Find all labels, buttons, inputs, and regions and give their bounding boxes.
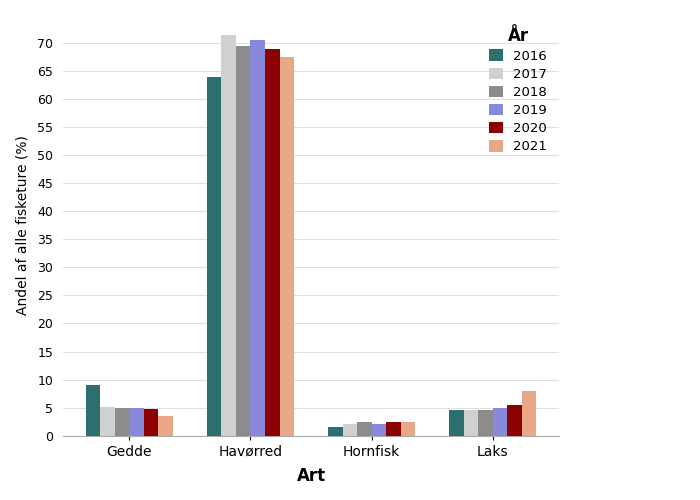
Bar: [221, 34, 236, 436]
Bar: [372, 424, 386, 436]
Bar: [115, 408, 130, 436]
Bar: [449, 410, 463, 436]
Bar: [386, 422, 400, 436]
X-axis label: Art: Art: [297, 467, 326, 485]
Bar: [493, 408, 507, 436]
Bar: [130, 408, 144, 436]
Bar: [478, 410, 493, 436]
Bar: [342, 424, 357, 436]
Bar: [357, 422, 372, 436]
Y-axis label: Andel af alle fisketure (%): Andel af alle fisketure (%): [15, 136, 29, 316]
Bar: [328, 427, 342, 436]
Bar: [279, 57, 294, 436]
Bar: [236, 46, 251, 436]
Bar: [206, 76, 221, 436]
Bar: [251, 40, 265, 436]
Bar: [158, 416, 173, 436]
Bar: [400, 422, 415, 436]
Legend: 2016, 2017, 2018, 2019, 2020, 2021: 2016, 2017, 2018, 2019, 2020, 2021: [484, 22, 552, 158]
Bar: [522, 391, 536, 436]
Bar: [463, 410, 478, 436]
Bar: [144, 408, 158, 436]
Bar: [85, 385, 100, 436]
Bar: [100, 407, 115, 436]
Bar: [508, 405, 522, 436]
Bar: [265, 48, 279, 436]
